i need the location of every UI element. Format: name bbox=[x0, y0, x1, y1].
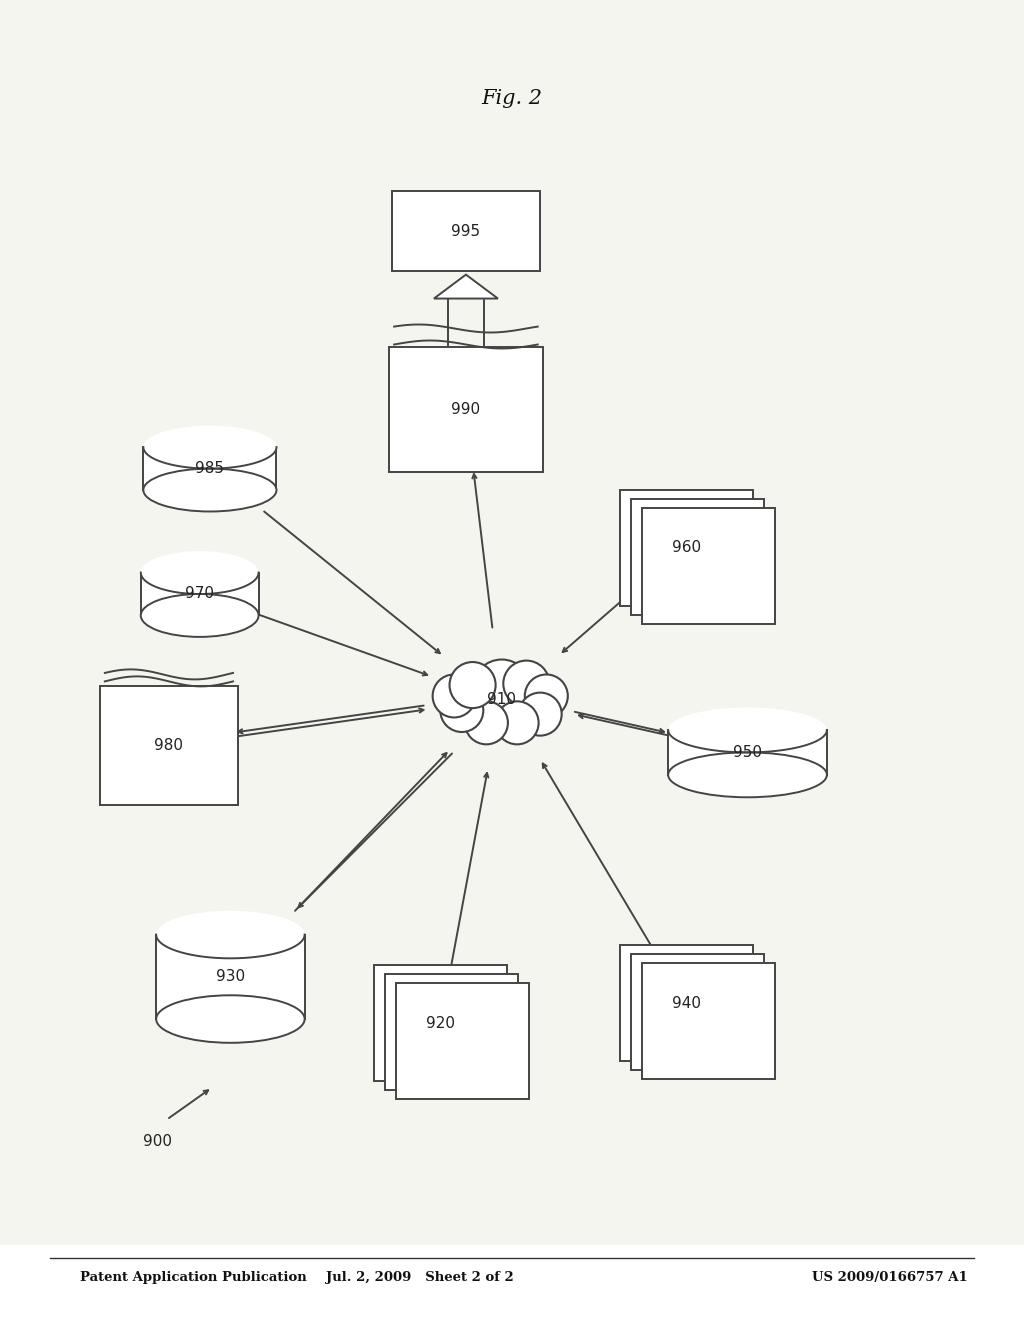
Circle shape bbox=[524, 675, 567, 718]
Circle shape bbox=[473, 660, 530, 718]
Circle shape bbox=[496, 701, 539, 744]
Circle shape bbox=[450, 663, 496, 708]
Polygon shape bbox=[100, 686, 238, 805]
Polygon shape bbox=[157, 935, 305, 1019]
Text: 910: 910 bbox=[487, 692, 516, 708]
Text: 985: 985 bbox=[196, 461, 224, 477]
Text: 990: 990 bbox=[452, 401, 480, 417]
Text: 995: 995 bbox=[452, 223, 480, 239]
Ellipse shape bbox=[143, 425, 276, 469]
Circle shape bbox=[465, 701, 508, 744]
Polygon shape bbox=[374, 965, 507, 1081]
Polygon shape bbox=[395, 983, 528, 1100]
Polygon shape bbox=[385, 974, 518, 1090]
Polygon shape bbox=[141, 573, 258, 615]
Text: US 2009/0166757 A1: US 2009/0166757 A1 bbox=[812, 1271, 968, 1284]
Polygon shape bbox=[668, 730, 827, 775]
Ellipse shape bbox=[668, 752, 827, 797]
Ellipse shape bbox=[157, 995, 305, 1043]
Polygon shape bbox=[620, 490, 753, 606]
Circle shape bbox=[504, 660, 549, 706]
Ellipse shape bbox=[143, 469, 276, 511]
Text: Patent Application Publication: Patent Application Publication bbox=[80, 1271, 307, 1284]
Polygon shape bbox=[389, 346, 543, 473]
Polygon shape bbox=[0, 1245, 1024, 1320]
Text: 920: 920 bbox=[426, 1015, 455, 1031]
Text: 900: 900 bbox=[143, 1134, 172, 1150]
Polygon shape bbox=[641, 964, 774, 1080]
Circle shape bbox=[440, 689, 483, 733]
Ellipse shape bbox=[668, 708, 827, 752]
Ellipse shape bbox=[141, 594, 258, 636]
Text: Jul. 2, 2009   Sheet 2 of 2: Jul. 2, 2009 Sheet 2 of 2 bbox=[326, 1271, 514, 1284]
Polygon shape bbox=[434, 275, 498, 298]
Text: 930: 930 bbox=[216, 969, 245, 985]
Text: 960: 960 bbox=[672, 540, 700, 556]
Circle shape bbox=[518, 693, 561, 735]
Polygon shape bbox=[631, 499, 764, 615]
Text: 970: 970 bbox=[185, 586, 214, 602]
Circle shape bbox=[432, 675, 476, 718]
Text: 980: 980 bbox=[155, 738, 183, 754]
Text: 950: 950 bbox=[733, 744, 762, 760]
Ellipse shape bbox=[157, 911, 305, 958]
Polygon shape bbox=[631, 954, 764, 1071]
Text: 940: 940 bbox=[672, 995, 700, 1011]
Polygon shape bbox=[620, 945, 753, 1061]
Text: Fig. 2: Fig. 2 bbox=[481, 90, 543, 108]
Polygon shape bbox=[143, 447, 276, 490]
Polygon shape bbox=[641, 508, 774, 624]
Polygon shape bbox=[391, 191, 541, 271]
Ellipse shape bbox=[141, 552, 258, 594]
